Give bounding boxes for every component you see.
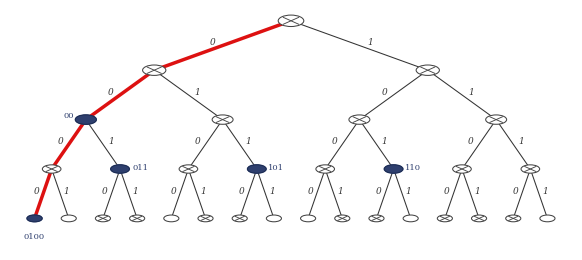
Text: 0: 0 bbox=[34, 187, 40, 196]
Text: 0: 0 bbox=[210, 38, 215, 47]
Circle shape bbox=[278, 15, 304, 27]
Circle shape bbox=[198, 215, 213, 222]
Circle shape bbox=[76, 115, 96, 124]
Text: 0100: 0100 bbox=[24, 233, 45, 241]
Text: 1: 1 bbox=[63, 187, 69, 196]
Circle shape bbox=[232, 215, 247, 222]
Text: 1: 1 bbox=[132, 187, 138, 196]
Circle shape bbox=[267, 215, 282, 222]
Circle shape bbox=[95, 215, 111, 222]
Circle shape bbox=[485, 115, 506, 124]
Text: 0: 0 bbox=[194, 138, 200, 146]
Circle shape bbox=[61, 215, 76, 222]
Text: 1: 1 bbox=[245, 138, 251, 146]
Circle shape bbox=[403, 215, 418, 222]
Text: 1: 1 bbox=[269, 187, 275, 196]
Circle shape bbox=[335, 215, 350, 222]
Text: 0: 0 bbox=[171, 187, 176, 196]
Text: 0: 0 bbox=[102, 187, 108, 196]
Circle shape bbox=[471, 215, 487, 222]
Circle shape bbox=[179, 165, 198, 173]
Circle shape bbox=[349, 115, 370, 124]
Text: 1: 1 bbox=[469, 88, 474, 97]
Text: 011: 011 bbox=[133, 164, 148, 172]
Circle shape bbox=[369, 215, 384, 222]
Text: 0: 0 bbox=[468, 138, 474, 146]
Text: 110: 110 bbox=[405, 164, 421, 172]
Text: 0: 0 bbox=[239, 187, 245, 196]
Text: 1: 1 bbox=[200, 187, 206, 196]
Text: 0: 0 bbox=[381, 88, 387, 97]
Circle shape bbox=[42, 165, 61, 173]
Text: 1: 1 bbox=[519, 138, 524, 146]
Text: 1: 1 bbox=[382, 138, 388, 146]
Text: 1: 1 bbox=[542, 187, 548, 196]
Text: 1: 1 bbox=[108, 138, 114, 146]
Text: 00: 00 bbox=[63, 113, 74, 120]
Circle shape bbox=[212, 115, 233, 124]
Circle shape bbox=[521, 165, 540, 173]
Circle shape bbox=[247, 165, 266, 173]
Text: 1: 1 bbox=[337, 187, 343, 196]
Circle shape bbox=[540, 215, 555, 222]
Circle shape bbox=[300, 215, 315, 222]
Text: 101: 101 bbox=[268, 164, 284, 172]
Circle shape bbox=[437, 215, 452, 222]
Circle shape bbox=[111, 165, 129, 173]
Circle shape bbox=[416, 65, 439, 75]
Circle shape bbox=[164, 215, 179, 222]
Circle shape bbox=[143, 65, 166, 75]
Text: 1: 1 bbox=[195, 88, 201, 97]
Text: 0: 0 bbox=[331, 138, 337, 146]
Text: 0: 0 bbox=[108, 88, 113, 97]
Text: 0: 0 bbox=[58, 138, 63, 146]
Text: 1: 1 bbox=[367, 38, 372, 47]
Circle shape bbox=[27, 215, 42, 222]
Text: 1: 1 bbox=[474, 187, 480, 196]
Circle shape bbox=[506, 215, 521, 222]
Circle shape bbox=[130, 215, 145, 222]
Text: 0: 0 bbox=[444, 187, 450, 196]
Text: 0: 0 bbox=[307, 187, 313, 196]
Text: 0: 0 bbox=[376, 187, 382, 196]
Circle shape bbox=[384, 165, 403, 173]
Circle shape bbox=[316, 165, 335, 173]
Text: 0: 0 bbox=[513, 187, 519, 196]
Circle shape bbox=[453, 165, 471, 173]
Text: 1: 1 bbox=[406, 187, 411, 196]
